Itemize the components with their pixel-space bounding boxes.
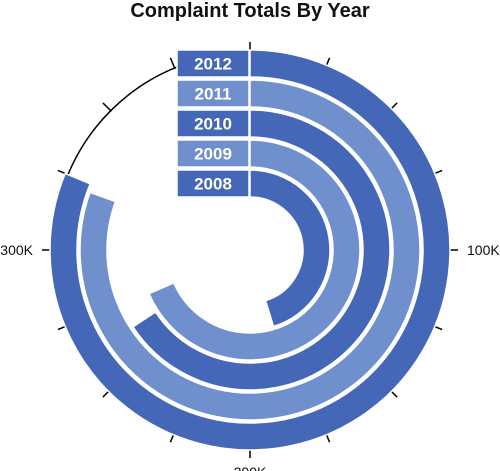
axis-tick	[102, 102, 112, 112]
bar-label-box-2011	[176, 79, 250, 108]
bar-label-2012: 2012	[194, 55, 232, 74]
bar-labels: 2008 2009 2010 2011 2012	[176, 49, 250, 198]
bar-2008	[249, 169, 331, 328]
bar-2012	[49, 49, 451, 451]
chart-title: Complaint Totals By Year	[130, 0, 370, 22]
tick-label: 200K	[234, 464, 267, 471]
bar-label-2008: 2008	[194, 175, 232, 194]
tick-label: 100K	[467, 242, 500, 258]
bar-label-box-2009	[176, 139, 250, 168]
bar-label-2011: 2011	[195, 85, 232, 104]
bar-2011	[79, 79, 421, 421]
bars	[49, 49, 451, 451]
bar-label-2010: 2010	[194, 115, 232, 134]
bar-label-box-2012	[176, 49, 250, 78]
bar-label-2009: 2009	[194, 145, 232, 164]
bar-label-box-2010	[176, 109, 250, 138]
bar-2010	[131, 109, 391, 391]
bar-2009	[148, 139, 361, 361]
bar-label-box-2008	[176, 169, 250, 198]
tick-label: 300K	[0, 242, 33, 258]
axis-tick	[169, 57, 176, 70]
axis-tick-labels: 100K 200K 300K	[0, 242, 500, 471]
